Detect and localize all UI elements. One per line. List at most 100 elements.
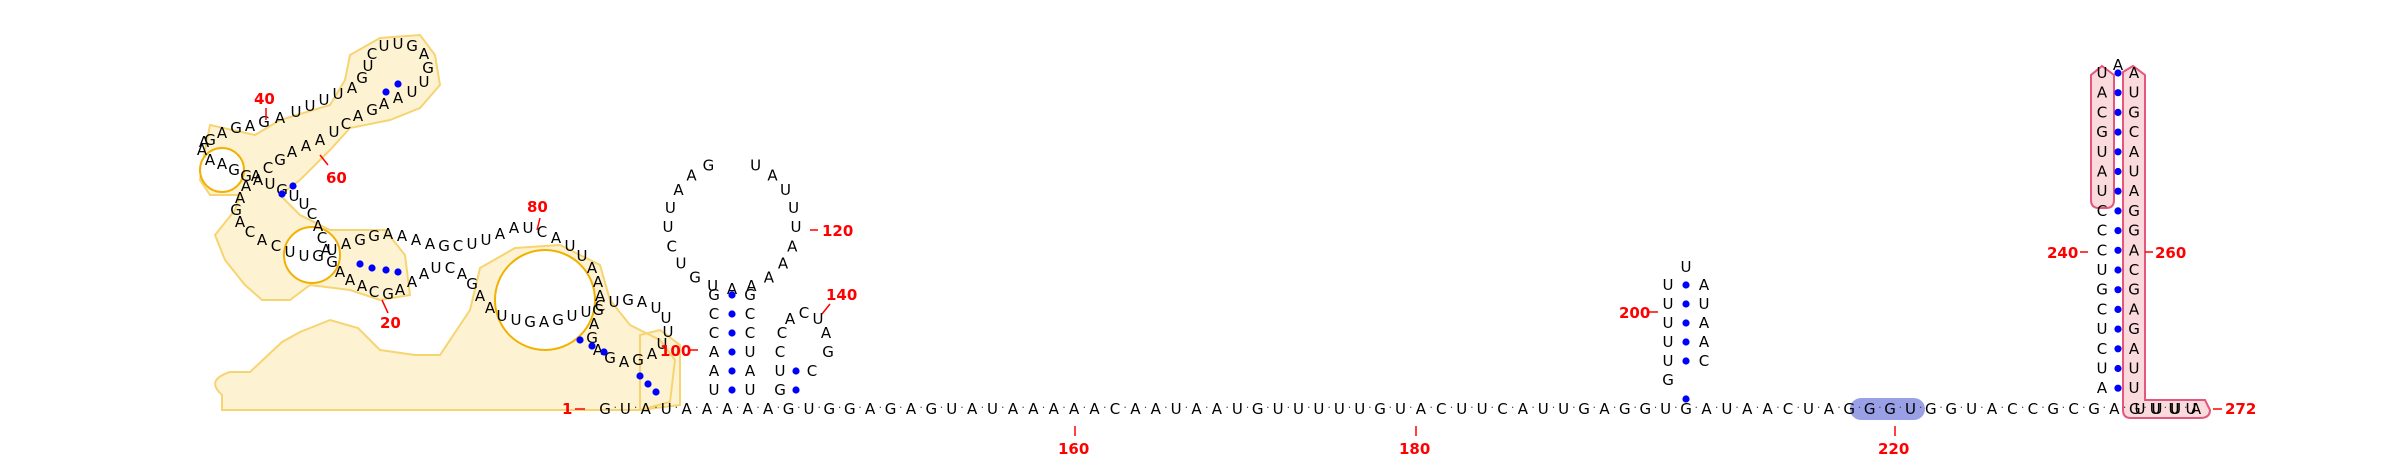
position-label-200: 200 — [1619, 304, 1650, 322]
hairpin-stem-nucleotide: U — [1699, 295, 1710, 313]
hairpin-stem-nucleotide: A — [1699, 276, 1710, 294]
left-domain-nucleotide: G — [366, 101, 378, 119]
hairpin-stem-nucleotide: C — [709, 305, 719, 323]
hairpin-loop-nucleotide: U — [750, 156, 761, 174]
backbone-link: · — [756, 401, 760, 414]
left-domain-nucleotide: A — [589, 315, 600, 333]
backbone-nucleotide: A — [1130, 400, 1141, 418]
base-pair-dot — [368, 264, 376, 272]
base-pair-dot — [1682, 357, 1690, 365]
backbone-link: · — [1062, 401, 1066, 414]
left-domain-nucleotide: U — [407, 83, 418, 101]
hairpin-200: U AU UU AU AU CGU — [1662, 258, 1710, 403]
left-domain-nucleotide: U — [327, 241, 338, 259]
left-domain-nucleotide: G — [368, 227, 380, 245]
left-domain-nucleotide: A — [287, 143, 298, 161]
left-domain-nucleotide: A — [353, 107, 364, 125]
left-domain-nucleotide: A — [395, 281, 406, 299]
backbone-nucleotide: G — [1925, 400, 1937, 418]
base-pair-dot — [588, 342, 596, 350]
left-domain-nucleotide: C — [537, 223, 547, 241]
backbone-link: · — [858, 401, 862, 414]
backbone-nucleotide: G — [1864, 400, 1876, 418]
backbone-link: · — [817, 401, 821, 414]
left-domain-nucleotide: G — [274, 151, 286, 169]
backbone-link: · — [1960, 401, 1964, 414]
left-domain-nucleotide: A — [393, 89, 404, 107]
base-pair-dot — [2114, 167, 2122, 176]
backbone-link: · — [1756, 401, 1760, 414]
left-domain-nucleotide: A — [217, 155, 228, 173]
left-domain-nucleotide: A — [253, 171, 264, 189]
backbone-nucleotide: C — [2007, 400, 2017, 418]
hairpin-stem-nucleotide: C — [2097, 103, 2107, 121]
hairpin-stem-nucleotide: C — [2097, 202, 2107, 220]
base-pair-dot — [2114, 286, 2122, 294]
backbone-nucleotide: A — [681, 400, 692, 418]
hairpin-stem-nucleotide: G — [2128, 320, 2140, 338]
base-pair-dot — [644, 380, 652, 388]
backbone-nucleotide: A — [1701, 400, 1712, 418]
backbone-link: · — [1878, 401, 1882, 414]
left-domain-nucleotide: A — [425, 235, 436, 253]
backbone-nucleotide: U — [1232, 400, 1243, 418]
base-pair-dot — [2114, 325, 2122, 333]
left-domain-nucleotide: A — [217, 124, 228, 142]
left-domain-nucleotide: C — [341, 115, 351, 133]
hairpin-stem-nucleotide: G — [2128, 281, 2140, 299]
hairpin-stem-nucleotide: U — [2129, 163, 2140, 181]
base-pair-dot — [1682, 395, 1690, 403]
backbone-link: · — [1695, 401, 1699, 414]
base-pair-dot — [382, 88, 390, 96]
backbone-link: · — [1001, 401, 1005, 414]
backbone-link: · — [2164, 401, 2168, 414]
backbone-link: · — [1572, 401, 1576, 414]
backbone-link: · — [2102, 401, 2106, 414]
hairpin-stem-nucleotide: C — [2097, 241, 2107, 259]
backbone-link: · — [715, 401, 719, 414]
position-label-160: 160 — [1058, 440, 1089, 455]
base-pair-dot — [382, 266, 390, 274]
left-domain-nucleotide: A — [235, 213, 246, 231]
hairpin-loop-nucleotide: U — [676, 255, 687, 273]
hairpin-stem-nucleotide: U — [2129, 360, 2140, 378]
backbone-link: · — [1735, 401, 1739, 414]
base-pair-dot — [2114, 305, 2122, 313]
left-domain-nucleotide: U — [265, 175, 276, 193]
backbone-link: · — [675, 401, 679, 414]
left-domain-nucleotide: U — [565, 237, 576, 255]
left-domain-nucleotide: U — [285, 243, 296, 261]
base-pair-dot — [728, 329, 736, 337]
hairpin-stem-nucleotide: A — [2097, 379, 2108, 397]
left-domain-nucleotide: U — [393, 35, 404, 53]
left-domain-nucleotide: U — [329, 123, 340, 141]
backbone-sequence: G · U · A · U · A · A · A · A · A · G · U · G · G · A · G · A · G · U · A · U ·… — [599, 400, 2202, 418]
backbone-link: · — [736, 401, 740, 414]
backbone-nucleotide: U — [1456, 400, 1467, 418]
backbone-link: · — [2021, 401, 2025, 414]
hairpin-loop-nucleotide: A — [746, 277, 757, 295]
backbone-link: · — [1613, 401, 1617, 414]
backbone-nucleotide: A — [906, 400, 917, 418]
backbone-link: · — [981, 401, 985, 414]
left-domain-nucleotide: G — [422, 59, 434, 77]
backbone-link: · — [1327, 401, 1331, 414]
backbone-link: · — [1470, 401, 1474, 414]
left-domain-nucleotide: A — [637, 293, 648, 311]
hairpin-nucleotide: C — [799, 304, 809, 322]
backbone-nucleotide: G — [1252, 400, 1264, 418]
backbone-nucleotide: A — [1049, 400, 1060, 418]
tail-nucleotide: U — [2135, 400, 2146, 418]
hairpin-stem-nucleotide: A — [1699, 314, 1710, 332]
hairpin-stem-nucleotide: G — [708, 286, 720, 304]
left-domain-nucleotide: G — [312, 247, 324, 265]
hairpin-stem-nucleotide: U — [745, 343, 756, 361]
position-label-260: 260 — [2155, 244, 2186, 262]
position-label-180: 180 — [1399, 440, 1430, 455]
hairpin-stem-nucleotide: U — [1663, 276, 1674, 294]
base-pair-dot — [728, 367, 736, 375]
backbone-nucleotide: G — [824, 400, 836, 418]
base-pair-dot — [2114, 187, 2122, 195]
backbone-nucleotide: G — [1374, 400, 1386, 418]
